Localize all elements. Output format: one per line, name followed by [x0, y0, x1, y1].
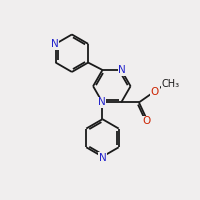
Text: N: N [51, 39, 59, 49]
Text: O: O [143, 116, 151, 126]
Text: N: N [98, 97, 105, 107]
Text: CH₃: CH₃ [162, 79, 180, 89]
Text: N: N [118, 65, 126, 75]
Text: O: O [151, 87, 159, 97]
Text: N: N [99, 153, 106, 163]
